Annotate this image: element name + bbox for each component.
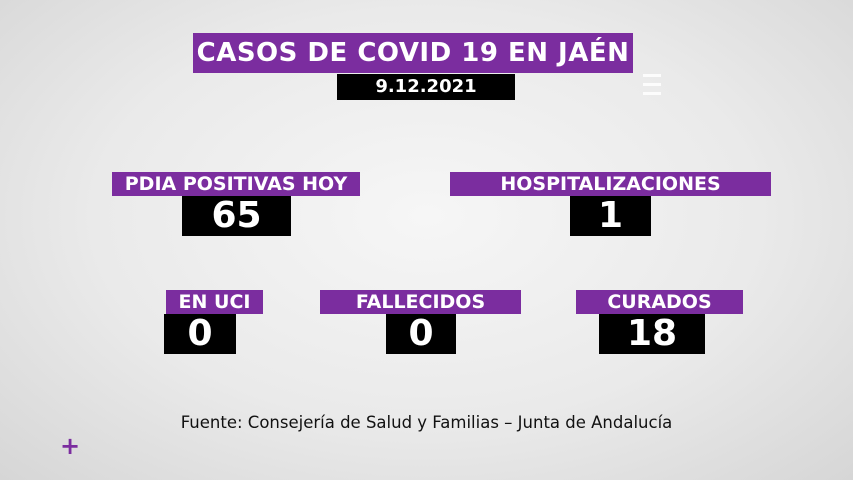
fallecidos-label: FALLECIDOS — [320, 290, 521, 314]
date-badge: 9.12.2021 — [337, 74, 515, 100]
en-uci-label: EN UCI — [166, 290, 263, 314]
hospitalizaciones-value: 1 — [570, 196, 651, 236]
decorative-lines — [643, 74, 661, 100]
plus-icon: + — [60, 432, 81, 460]
fallecidos-value: 0 — [386, 314, 456, 354]
pdia-positivas-value: 65 — [182, 196, 291, 236]
curados-label: CURADOS — [576, 290, 743, 314]
curados-value: 18 — [599, 314, 705, 354]
en-uci-value: 0 — [164, 314, 236, 354]
hospitalizaciones-label: HOSPITALIZACIONES — [450, 172, 771, 196]
pdia-positivas-label: PDIA POSITIVAS HOY — [112, 172, 360, 196]
source-note: Fuente: Consejería de Salud y Familias –… — [180, 413, 673, 432]
page-title: CASOS DE COVID 19 EN JAÉN — [193, 33, 633, 73]
